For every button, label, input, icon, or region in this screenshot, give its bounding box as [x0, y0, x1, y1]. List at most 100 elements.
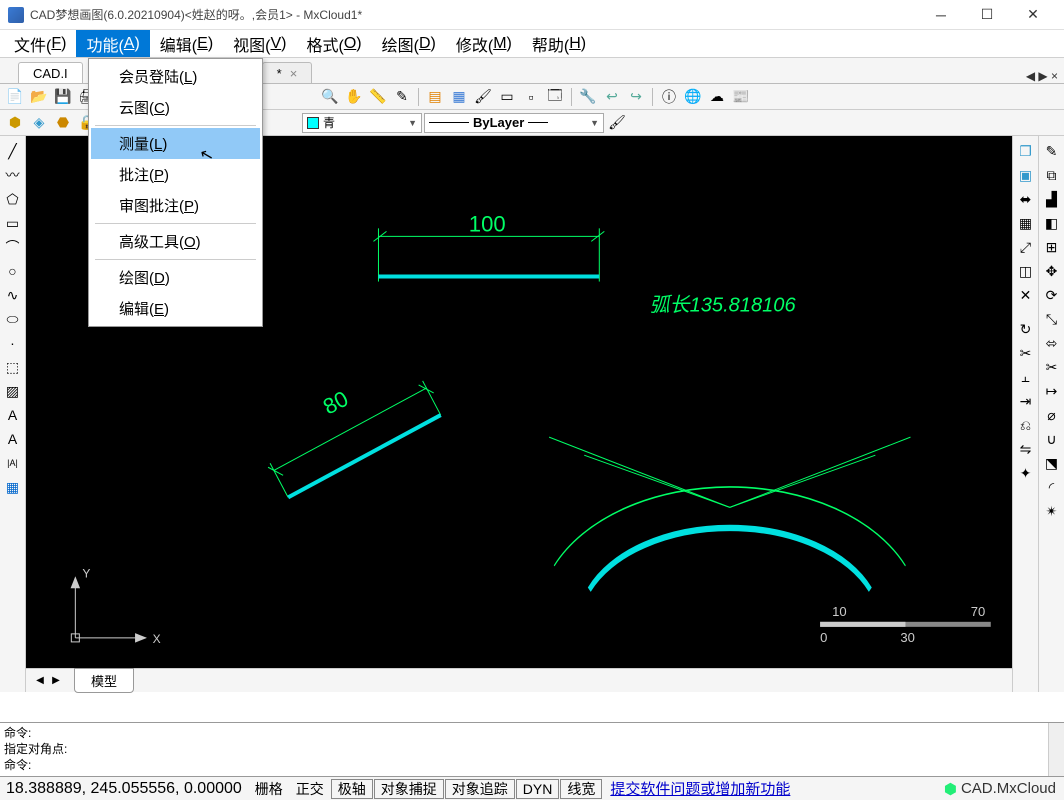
- window-icon[interactable]: 🗔: [544, 86, 566, 108]
- maximize-button[interactable]: ☐: [964, 0, 1010, 30]
- paint-icon[interactable]: 🖌: [606, 112, 628, 134]
- menu-draw[interactable]: 绘图(D): [372, 30, 446, 57]
- pan-icon[interactable]: ✋: [343, 86, 365, 108]
- tab-next-icon[interactable]: ▶: [46, 675, 66, 686]
- props-icon[interactable]: ▭: [496, 86, 518, 108]
- offset-icon[interactable]: ◫: [1015, 260, 1037, 282]
- polyline-icon[interactable]: 〰: [2, 164, 24, 186]
- layers-btn[interactable]: ⬢: [4, 112, 26, 134]
- menu-file[interactable]: 文件(F): [4, 30, 76, 57]
- rect-icon[interactable]: ▭: [2, 212, 24, 234]
- menu-item-measure[interactable]: 测量(L): [91, 128, 260, 159]
- menu-item-cloud[interactable]: 云图(C): [91, 92, 260, 123]
- text-icon[interactable]: A: [2, 404, 24, 426]
- command-area[interactable]: 命令: 指定对角点: 命令:: [0, 722, 1064, 776]
- document-tab-extra[interactable]: *×: [262, 62, 313, 83]
- globe-icon[interactable]: 🌐: [682, 86, 704, 108]
- trim2-icon[interactable]: ✂: [1041, 356, 1063, 378]
- snap-lwt[interactable]: 线宽: [560, 779, 602, 799]
- explode2-icon[interactable]: ✴: [1041, 500, 1063, 522]
- menu-item-edit[interactable]: 编辑(E): [91, 293, 260, 324]
- snap-dyn[interactable]: DYN: [516, 779, 560, 799]
- ellipse-icon[interactable]: ⬭: [2, 308, 24, 330]
- stretch-icon[interactable]: ⇥: [1015, 390, 1037, 412]
- move2-icon[interactable]: ✥: [1041, 260, 1063, 282]
- measure-icon[interactable]: 📏: [367, 86, 389, 108]
- grid-icon[interactable]: ▦: [2, 476, 24, 498]
- layer-icon[interactable]: ▤: [424, 86, 446, 108]
- arc-icon[interactable]: ⌒: [2, 236, 24, 258]
- hatch-icon[interactable]: ▨: [2, 380, 24, 402]
- menu-view[interactable]: 视图(V): [223, 30, 296, 57]
- minimize-button[interactable]: ─: [918, 0, 964, 30]
- copy-obj-icon[interactable]: ❐: [1015, 140, 1037, 162]
- brush-icon[interactable]: 🖌: [472, 86, 494, 108]
- polygon-icon[interactable]: ⬠: [2, 188, 24, 210]
- array2-icon[interactable]: ⊞: [1041, 236, 1063, 258]
- menu-item-advanced[interactable]: 高级工具(O): [91, 226, 260, 257]
- menu-item-review[interactable]: 审图批注(P): [91, 190, 260, 221]
- forward-icon[interactable]: ↪: [625, 86, 647, 108]
- rotate2-icon[interactable]: ⟳: [1041, 284, 1063, 306]
- mtext-icon[interactable]: A: [2, 428, 24, 450]
- join-icon[interactable]: ∪: [1041, 428, 1063, 450]
- point-icon[interactable]: ·: [2, 332, 24, 354]
- document-tab[interactable]: CAD.I: [18, 62, 83, 83]
- feedback-link[interactable]: 提交软件问题或增加新功能: [610, 778, 790, 799]
- trim-icon[interactable]: ✂: [1015, 342, 1037, 364]
- align-icon[interactable]: ⫠: [1015, 366, 1037, 388]
- menu-modify[interactable]: 修改(M): [446, 30, 522, 57]
- spline-icon[interactable]: ∿: [2, 284, 24, 306]
- model-tab[interactable]: 模型: [74, 668, 134, 693]
- doc-icon[interactable]: 📰: [730, 86, 752, 108]
- cmd-scrollbar[interactable]: [1048, 723, 1064, 776]
- info-icon[interactable]: ⓘ: [658, 86, 680, 108]
- menu-format[interactable]: 格式(O): [296, 30, 371, 57]
- menu-item-login[interactable]: 会员登陆(L): [91, 61, 260, 92]
- save-icon[interactable]: 💾: [52, 86, 74, 108]
- back-icon[interactable]: ↩: [601, 86, 623, 108]
- layers-icon[interactable]: ▦: [448, 86, 470, 108]
- line-icon[interactable]: ╱: [2, 140, 24, 162]
- tool-icon[interactable]: 🔧: [577, 86, 599, 108]
- snap-polar[interactable]: 极轴: [331, 779, 373, 799]
- snap-grid[interactable]: 栅格: [249, 779, 289, 799]
- move-icon[interactable]: ⬌: [1015, 188, 1037, 210]
- circle-icon[interactable]: ○: [2, 260, 24, 282]
- pencil-icon[interactable]: ✎: [391, 86, 413, 108]
- scale-icon[interactable]: ⤢: [1015, 236, 1037, 258]
- chamfer-icon[interactable]: ⬔: [1041, 452, 1063, 474]
- snap-osnap[interactable]: 对象捕捉: [374, 779, 444, 799]
- cross-icon[interactable]: ✕: [1015, 284, 1037, 306]
- cloud-icon[interactable]: ☁: [706, 86, 728, 108]
- fillet-icon[interactable]: ◜: [1041, 476, 1063, 498]
- menu-item-annotate[interactable]: 批注(P): [91, 159, 260, 190]
- copy2-icon[interactable]: ⧉: [1041, 164, 1063, 186]
- new-icon[interactable]: 📄: [4, 86, 26, 108]
- zoom-icon[interactable]: 🔍: [319, 86, 341, 108]
- close-button[interactable]: ✕: [1010, 0, 1056, 30]
- stack-icon[interactable]: ▣: [1015, 164, 1037, 186]
- extend-icon[interactable]: ↦: [1041, 380, 1063, 402]
- color-select[interactable]: 青 ▼: [302, 113, 422, 133]
- mirror-icon[interactable]: ⇋: [1015, 438, 1037, 460]
- linetype-select[interactable]: ByLayer ▼: [424, 113, 604, 133]
- dim-icon[interactable]: |A|: [2, 452, 24, 474]
- menu-edit[interactable]: 编辑(E): [150, 30, 223, 57]
- menu-item-draw[interactable]: 绘图(D): [91, 262, 260, 293]
- explode-icon[interactable]: ✦: [1015, 462, 1037, 484]
- layer-filter-icon[interactable]: ⬣: [52, 112, 74, 134]
- menu-help[interactable]: 帮助(H): [522, 30, 596, 57]
- snap-otrack[interactable]: 对象追踪: [445, 779, 515, 799]
- open-icon[interactable]: 📂: [28, 86, 50, 108]
- erase-icon[interactable]: ✎: [1041, 140, 1063, 162]
- layer-state-icon[interactable]: ◈: [28, 112, 50, 134]
- snap-ortho[interactable]: 正交: [290, 779, 330, 799]
- menu-function[interactable]: 功能(A): [76, 30, 149, 57]
- select-icon[interactable]: ▫: [520, 86, 542, 108]
- mirror2-icon[interactable]: ▟: [1041, 188, 1063, 210]
- array-icon[interactable]: ▦: [1015, 212, 1037, 234]
- stretch2-icon[interactable]: ⬄: [1041, 332, 1063, 354]
- break-icon[interactable]: ⎌: [1015, 414, 1037, 436]
- scale2-icon[interactable]: ⤡: [1041, 308, 1063, 330]
